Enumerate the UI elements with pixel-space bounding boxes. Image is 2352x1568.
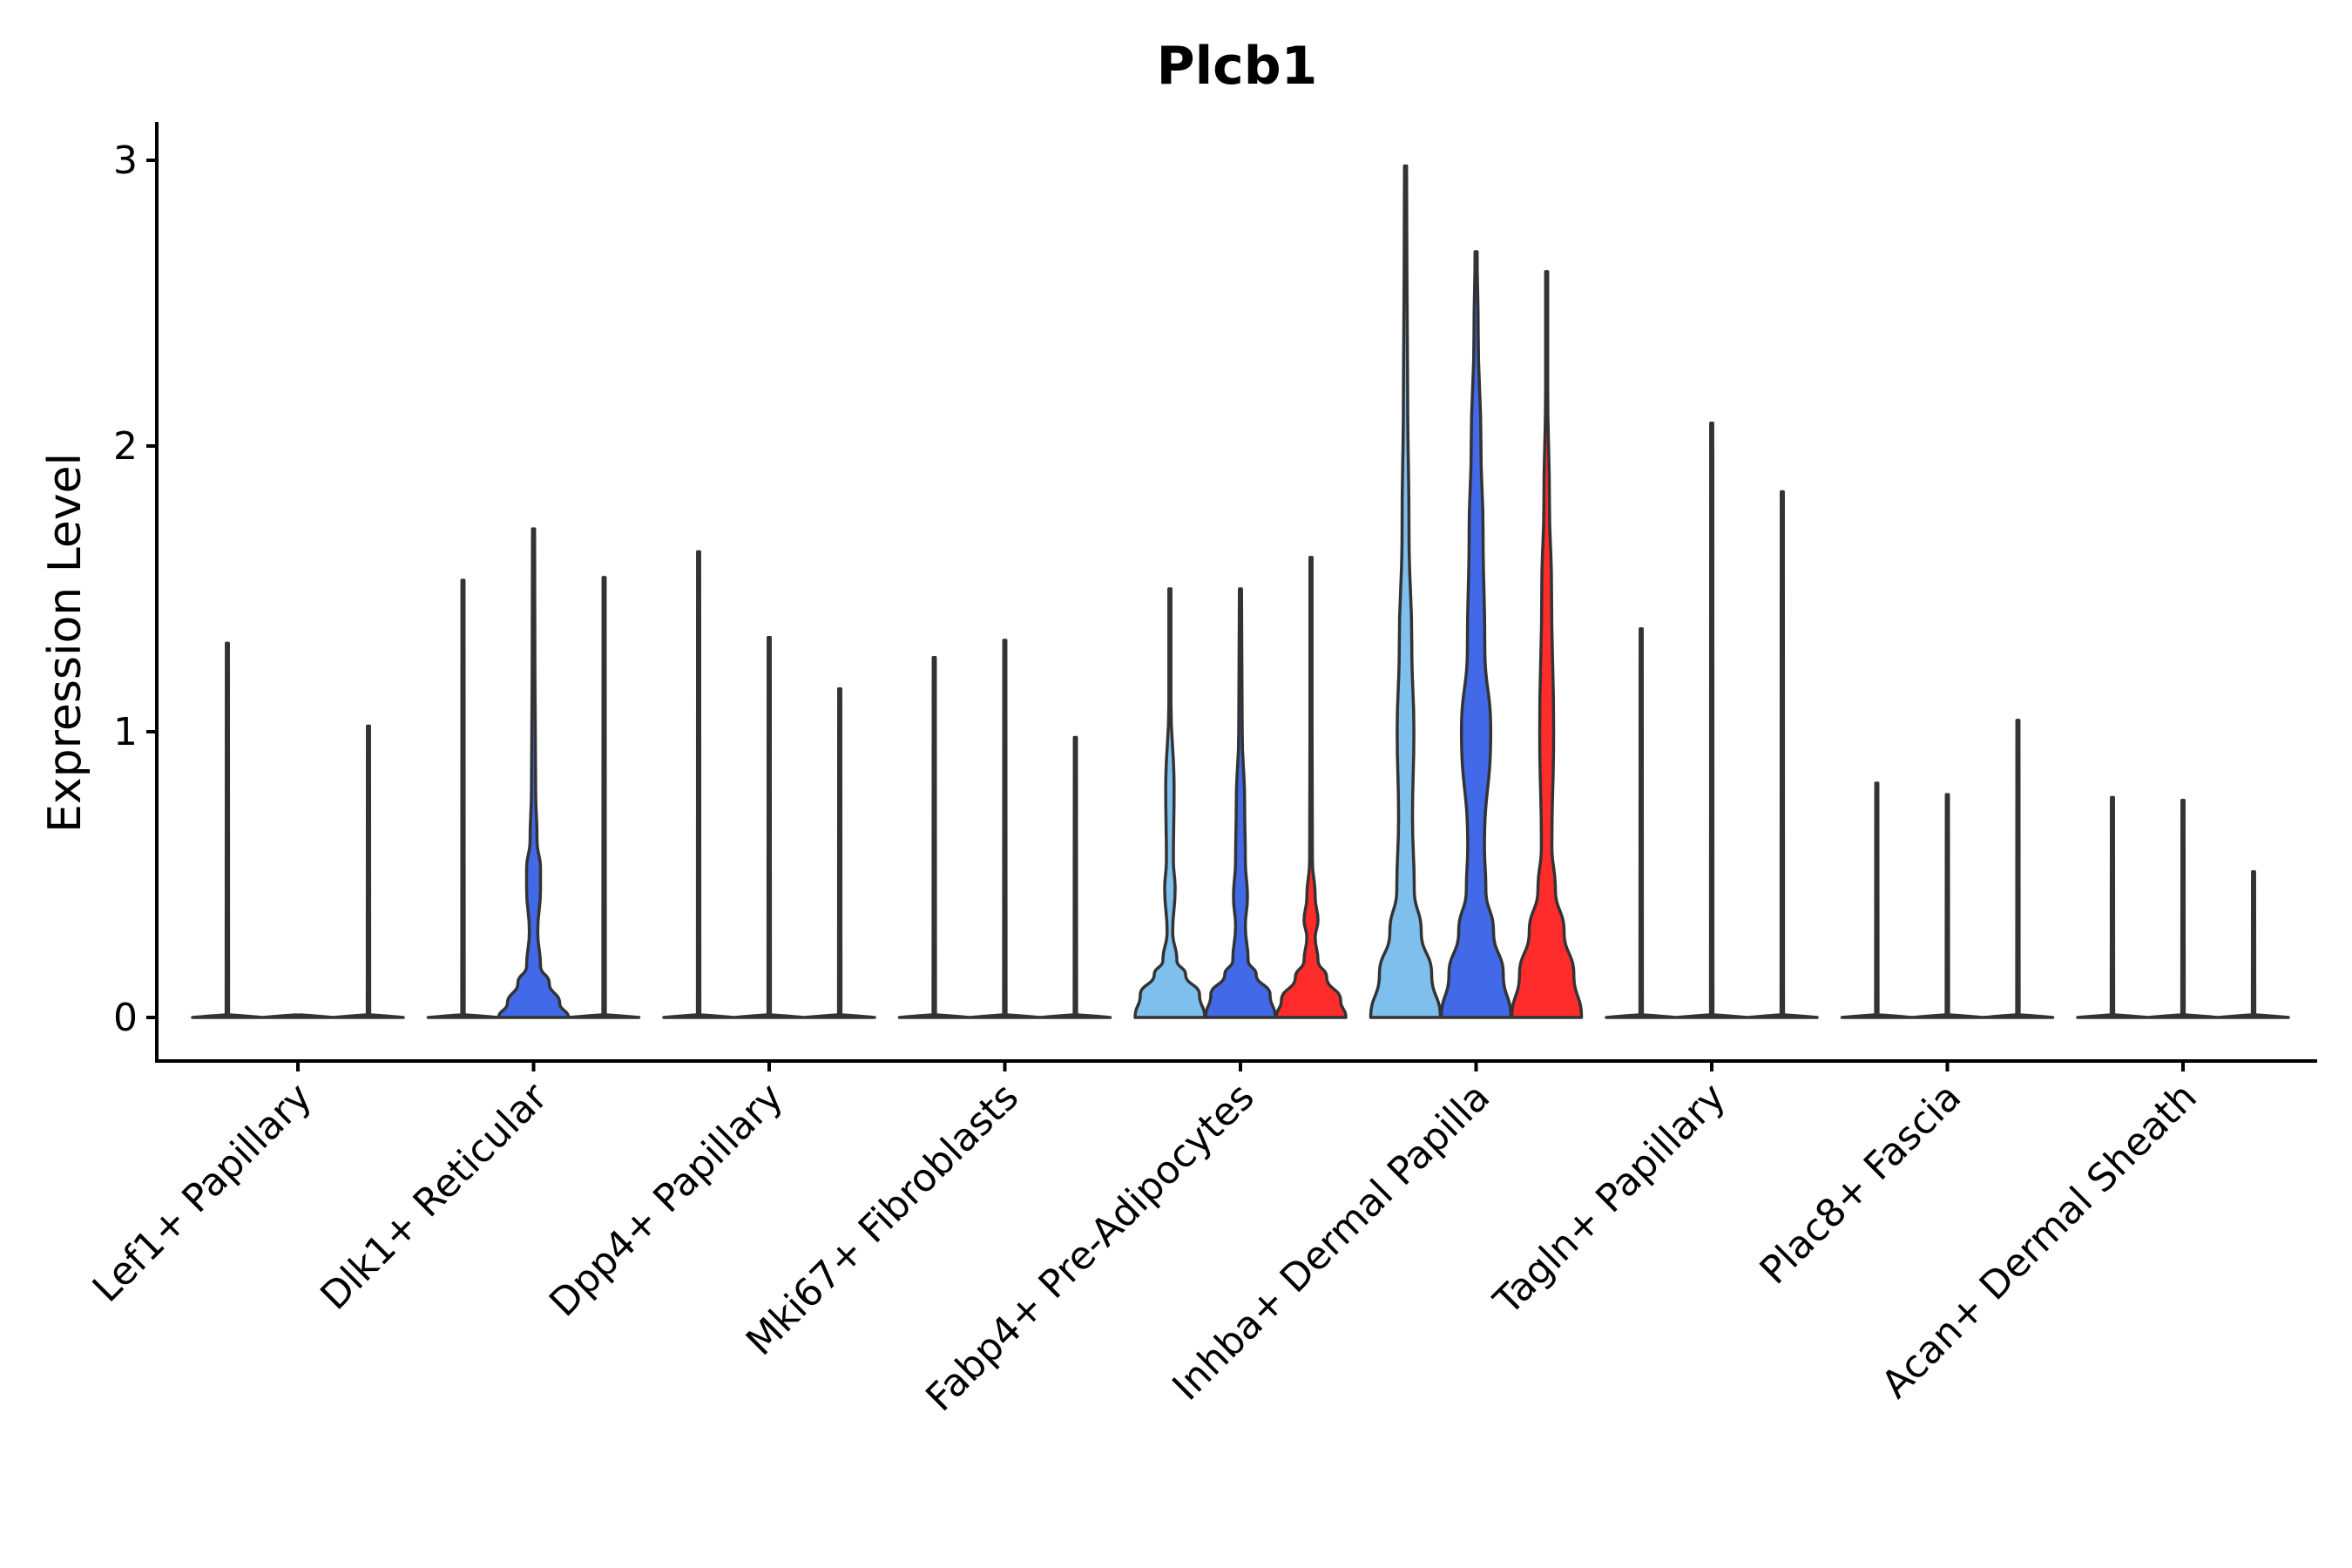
- x-tick-label-plac8: Plac8+ Fascia: [1752, 1075, 1970, 1294]
- y-tick-label: 0: [113, 996, 138, 1040]
- y-tick-label: 1: [113, 710, 138, 754]
- violin-lef1-group-1: [191, 641, 264, 1019]
- violin-fabp4-group-1: [1133, 587, 1206, 1019]
- chart-title: Plcb1: [1157, 36, 1318, 97]
- violin-fabp4-group-3: [1274, 556, 1348, 1019]
- violin-tagln-group-1: [1605, 627, 1678, 1019]
- violin-lef1-group-2: [261, 1013, 335, 1019]
- violin-plac8-group-1: [1840, 781, 1914, 1019]
- y-axis-label: Expression Level: [39, 453, 91, 833]
- violin-inhba-group-1: [1369, 164, 1443, 1019]
- violin-mki67-group-3: [1038, 735, 1112, 1019]
- y-tick-label: 2: [113, 424, 138, 469]
- x-tick-label-dlk1: Dlk1+ Reticular: [312, 1074, 557, 1319]
- violin-dlk1-group-1: [426, 578, 500, 1019]
- violin-tagln-group-2: [1675, 422, 1748, 1019]
- violin-plac8-group-3: [1981, 719, 2055, 1019]
- x-tick-label-lef1: Lef1+ Papillary: [84, 1075, 321, 1311]
- violin-dpp4-group-3: [803, 687, 876, 1019]
- violin-lef1-group-3: [332, 724, 405, 1019]
- violin-dlk1-group-2: [497, 527, 571, 1019]
- violin-inhba-group-2: [1439, 250, 1513, 1019]
- violin-dpp4-group-1: [662, 550, 735, 1019]
- y-tick-label: 3: [113, 139, 138, 183]
- violin-acan-group-1: [2076, 795, 2149, 1019]
- violin-plac8-group-2: [1910, 793, 1984, 1019]
- x-tick-label-tagln: Tagln+ Papillary: [1485, 1075, 1734, 1324]
- violin-inhba-group-3: [1510, 270, 1584, 1019]
- x-tick-label-dpp4: Dpp4+ Papillary: [541, 1075, 792, 1326]
- x-tick-label-mki67: Mki67+ Fibroblasts: [738, 1075, 1027, 1364]
- violin-mki67-group-1: [897, 655, 971, 1019]
- violin-acan-group-3: [2217, 869, 2290, 1019]
- violin-acan-group-2: [2146, 798, 2220, 1019]
- violin-mki67-group-2: [968, 639, 1042, 1019]
- y-axis-ticks: 0 1 2 3: [113, 139, 157, 1040]
- violin-dlk1-group-3: [567, 576, 641, 1019]
- violin-fabp4-group-2: [1204, 587, 1277, 1019]
- violin-dpp4-group-2: [733, 636, 806, 1019]
- violin-layer: [191, 164, 2290, 1019]
- violin-tagln-group-3: [1746, 490, 1819, 1019]
